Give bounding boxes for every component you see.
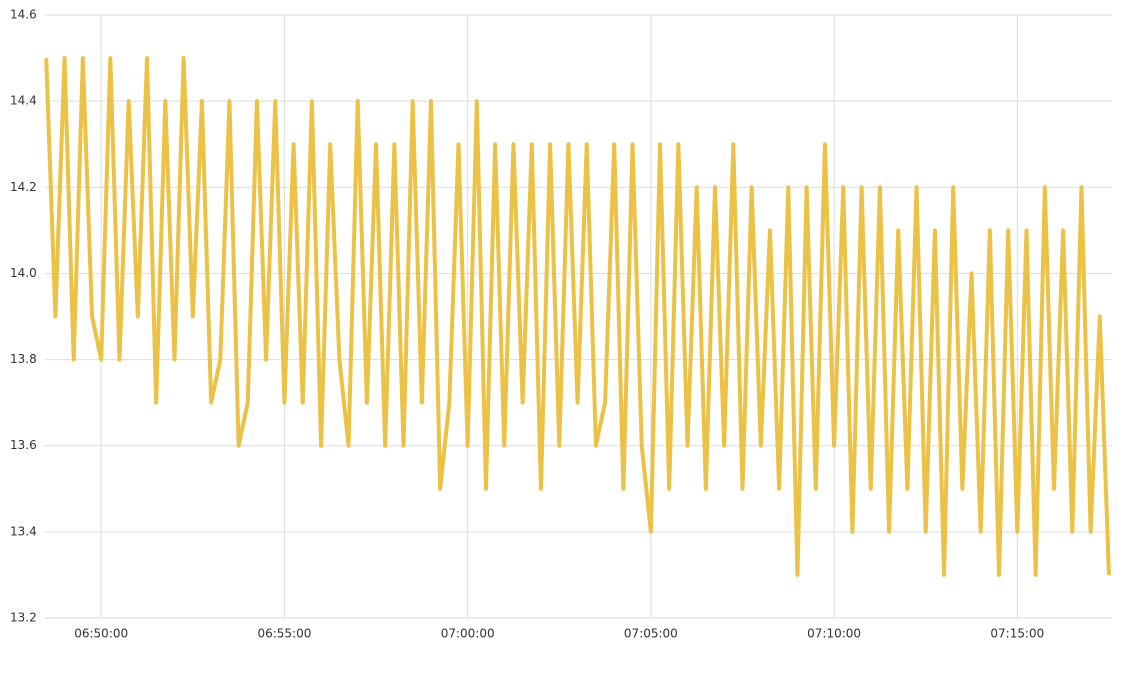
y-tick-label: 13.8 [10,352,37,366]
y-tick-label: 14.6 [10,8,37,22]
y-tick-label: 13.6 [10,438,37,452]
x-tick-label: 06:55:00 [257,627,311,641]
x-tick-label: 07:05:00 [624,627,678,641]
y-tick-label: 13.4 [10,524,37,538]
y-tick-label: 13.2 [10,611,37,625]
x-tick-label: 06:50:00 [74,627,128,641]
y-tick-label: 14.4 [10,94,37,108]
y-tick-label: 14.0 [10,266,37,280]
x-tick-label: 07:15:00 [990,627,1044,641]
y-tick-label: 14.2 [10,180,37,194]
data-line [44,56,1111,577]
x-tick-label: 07:10:00 [807,627,861,641]
x-tick-label: 07:00:00 [441,627,495,641]
